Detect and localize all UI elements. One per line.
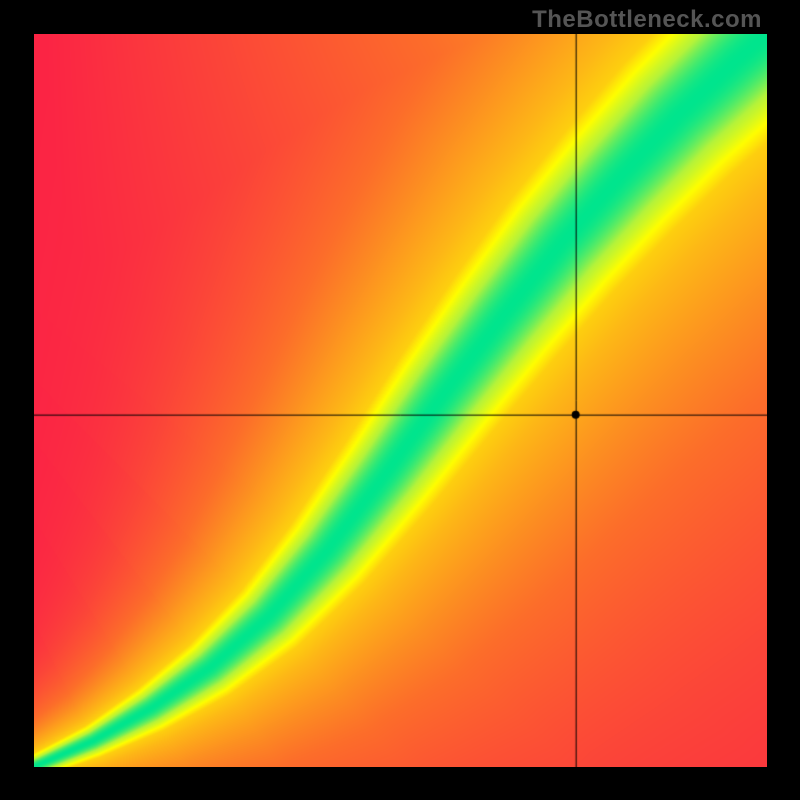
watermark-text: TheBottleneck.com [532,6,762,34]
bottleneck-heatmap [34,34,767,767]
chart-container: TheBottleneck.com [0,0,800,800]
